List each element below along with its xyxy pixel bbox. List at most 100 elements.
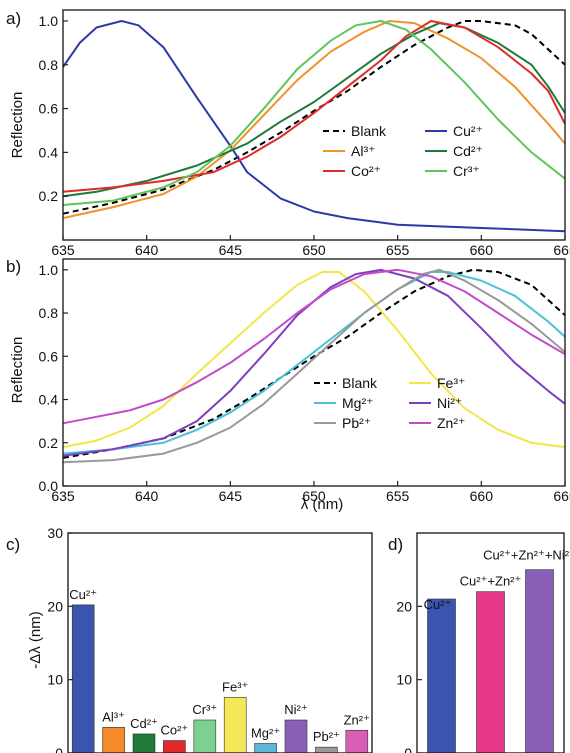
panel-b-ylabel: Reflection <box>9 337 26 404</box>
series-line-pb-b-plot <box>62 268 566 464</box>
series-line-blank-b-plot <box>62 268 566 459</box>
legend-b-plot: Blank Fe³⁺ Mg²⁺ Ni²⁺ Pb²⁺ Zn²⁺ <box>314 375 465 431</box>
panel-b-label: b) <box>6 257 21 276</box>
y-tick-label-1-0: 1.0 <box>39 262 59 278</box>
y-tick-label-0-2: 0.2 <box>39 188 59 204</box>
bar-al <box>102 727 125 753</box>
series-line-blank-a-plot <box>62 20 566 215</box>
series-line-cu-a-plot <box>62 20 566 233</box>
panel-c-ylabel: -Δλ (nm) <box>27 611 44 669</box>
panel-d-label: d) <box>388 535 403 554</box>
x-tick-label-640: 640 <box>135 488 159 504</box>
panel-a-plot-area: 635 640 645 650 655 660 665 0.2 0.4 0.6 0.8 1.0 Blan… <box>39 9 570 258</box>
series-line-cd-a-plot <box>62 22 566 198</box>
panel-c-label: c) <box>6 535 20 554</box>
legend-label-blank: Blank <box>342 375 378 391</box>
bar-fe <box>223 696 247 753</box>
y-tick-label-0-2: 0.2 <box>39 435 59 451</box>
y-tick-label-d-plot-10: 10 <box>396 672 412 688</box>
series-line-fe-b-plot <box>62 271 566 449</box>
legend-label-cd: Cd²⁺ <box>453 143 483 159</box>
bar-co <box>163 740 186 753</box>
legend-label-mg: Mg²⁺ <box>342 395 374 411</box>
bar-label-mg: Mg²⁺ <box>251 725 280 740</box>
x-tick-label-660: 660 <box>470 488 494 504</box>
x-tick-label-665: 665 <box>553 242 570 258</box>
x-tick-label-655: 655 <box>386 242 410 258</box>
bar-mg <box>254 743 277 753</box>
bar-cu <box>71 604 95 753</box>
legend-label-co: Co²⁺ <box>351 163 381 179</box>
y-tick-label-0-0: 0.0 <box>39 478 59 494</box>
plot-frame-a-plot <box>62 9 566 241</box>
bar-label-zn: Zn²⁺ <box>344 712 370 727</box>
legend-label-ni: Ni²⁺ <box>437 395 462 411</box>
bar-cu-zn-ni <box>525 569 554 753</box>
bar-label-cd: Cd²⁺ <box>130 716 158 731</box>
y-tick-label-1-0: 1.0 <box>39 13 59 29</box>
x-tick-label-640: 640 <box>135 242 159 258</box>
y-tick-label-0-6: 0.6 <box>39 101 59 117</box>
panel-d-plot-area: Cu²⁺ Cu²⁺+Zn²⁺ Cu²⁺+Zn²⁺+Ni²⁺ 0 10 20 <box>396 532 570 753</box>
y-tick-label-0-4: 0.4 <box>39 144 59 160</box>
plot-frame-c-plot <box>67 532 373 753</box>
y-tick-label-0-8: 0.8 <box>39 305 59 321</box>
series-line-mg-b-plot <box>62 271 566 455</box>
series-line-al-a-plot <box>62 20 566 220</box>
y-tick-label-0-6: 0.6 <box>39 348 59 364</box>
x-tick-label-650: 650 <box>302 242 326 258</box>
series-line-co-a-plot <box>62 20 566 193</box>
bar-zn <box>345 729 369 753</box>
series-line-ni-b-plot <box>62 268 566 457</box>
plot-frame-d-plot <box>416 532 565 753</box>
y-tick-label-c-plot-10: 10 <box>47 672 63 688</box>
bar-label-cu: Cu²⁺ <box>69 587 97 602</box>
x-tick-label-635: 635 <box>51 242 75 258</box>
bar-label-cu: Cu²⁺ <box>424 597 452 612</box>
y-tick-label-c-plot-30: 30 <box>47 525 63 541</box>
bar-label-fe: Fe³⁺ <box>222 679 248 694</box>
y-tick-label-0-4: 0.4 <box>39 392 59 408</box>
legend-label-blank: Blank <box>351 123 387 139</box>
legend-label-al: Al³⁺ <box>351 143 376 159</box>
x-tick-label-655: 655 <box>386 488 410 504</box>
bar-label-cr: Cr³⁺ <box>192 702 217 717</box>
series-line-zn-b-plot <box>62 268 566 425</box>
y-tick-label-0-8: 0.8 <box>39 57 59 73</box>
bar-ni <box>284 719 308 753</box>
bar-cu-zn <box>476 591 505 753</box>
y-tick-label-d-plot-20: 20 <box>396 598 412 614</box>
panel-a-ylabel: Reflection <box>9 92 26 159</box>
panel-a-label: a) <box>6 9 21 28</box>
bar-cu <box>427 598 456 753</box>
legend-label-zn: Zn²⁺ <box>437 415 465 431</box>
y-tick-label-c-plot-0: 0 <box>55 745 63 753</box>
bar-cr <box>193 719 217 753</box>
panel-b-xlabel: λ (nm) <box>301 496 344 513</box>
panel-d-bar-chart: d) Cu²⁺ Cu²⁺+Zn²⁺ Cu²⁺+Zn²⁺+Ni²⁺ 0 10 20 <box>388 532 570 753</box>
bar-label-co: Co²⁺ <box>160 723 188 738</box>
y-tick-label-d-plot-0: 0 <box>404 745 412 753</box>
bar-label-pb: Pb²⁺ <box>313 729 340 744</box>
x-tick-label-645: 645 <box>219 242 243 258</box>
legend-label-cu: Cu²⁺ <box>453 123 483 139</box>
legend-label-fe: Fe³⁺ <box>437 375 465 391</box>
panel-a-line-chart: a) Reflection 635 640 645 650 655 660 665 0.2 0.… <box>6 9 570 258</box>
x-tick-label-665: 665 <box>553 488 570 504</box>
bar-cd <box>132 733 156 753</box>
legend-label-cr: Cr³⁺ <box>453 163 480 179</box>
panel-b-plot-area: 635 640 645 650 655 660 665 0.0 0.2 0.4 0.6 0.8 1.0 B… <box>39 258 570 504</box>
panel-b-line-chart: b) Reflection λ (nm) 635 640 645 650 655 660 6… <box>6 257 570 513</box>
bar-label-al: Al³⁺ <box>102 709 125 724</box>
bar-label-cu-zn: Cu²⁺+Zn²⁺ <box>460 574 522 589</box>
bar-label-ni: Ni²⁺ <box>284 702 307 717</box>
x-tick-label-650: 650 <box>302 488 326 504</box>
legend-label-pb: Pb²⁺ <box>342 415 371 431</box>
series-line-cr-a-plot <box>62 20 566 206</box>
legend-a-plot: Blank Cu²⁺ Al³⁺ Cd²⁺ Co²⁺ Cr³⁺ <box>323 123 483 179</box>
plot-frame-b-plot <box>62 258 566 487</box>
x-tick-label-660: 660 <box>470 242 494 258</box>
y-tick-label-c-plot-20: 20 <box>47 598 63 614</box>
bar-pb <box>315 746 338 753</box>
